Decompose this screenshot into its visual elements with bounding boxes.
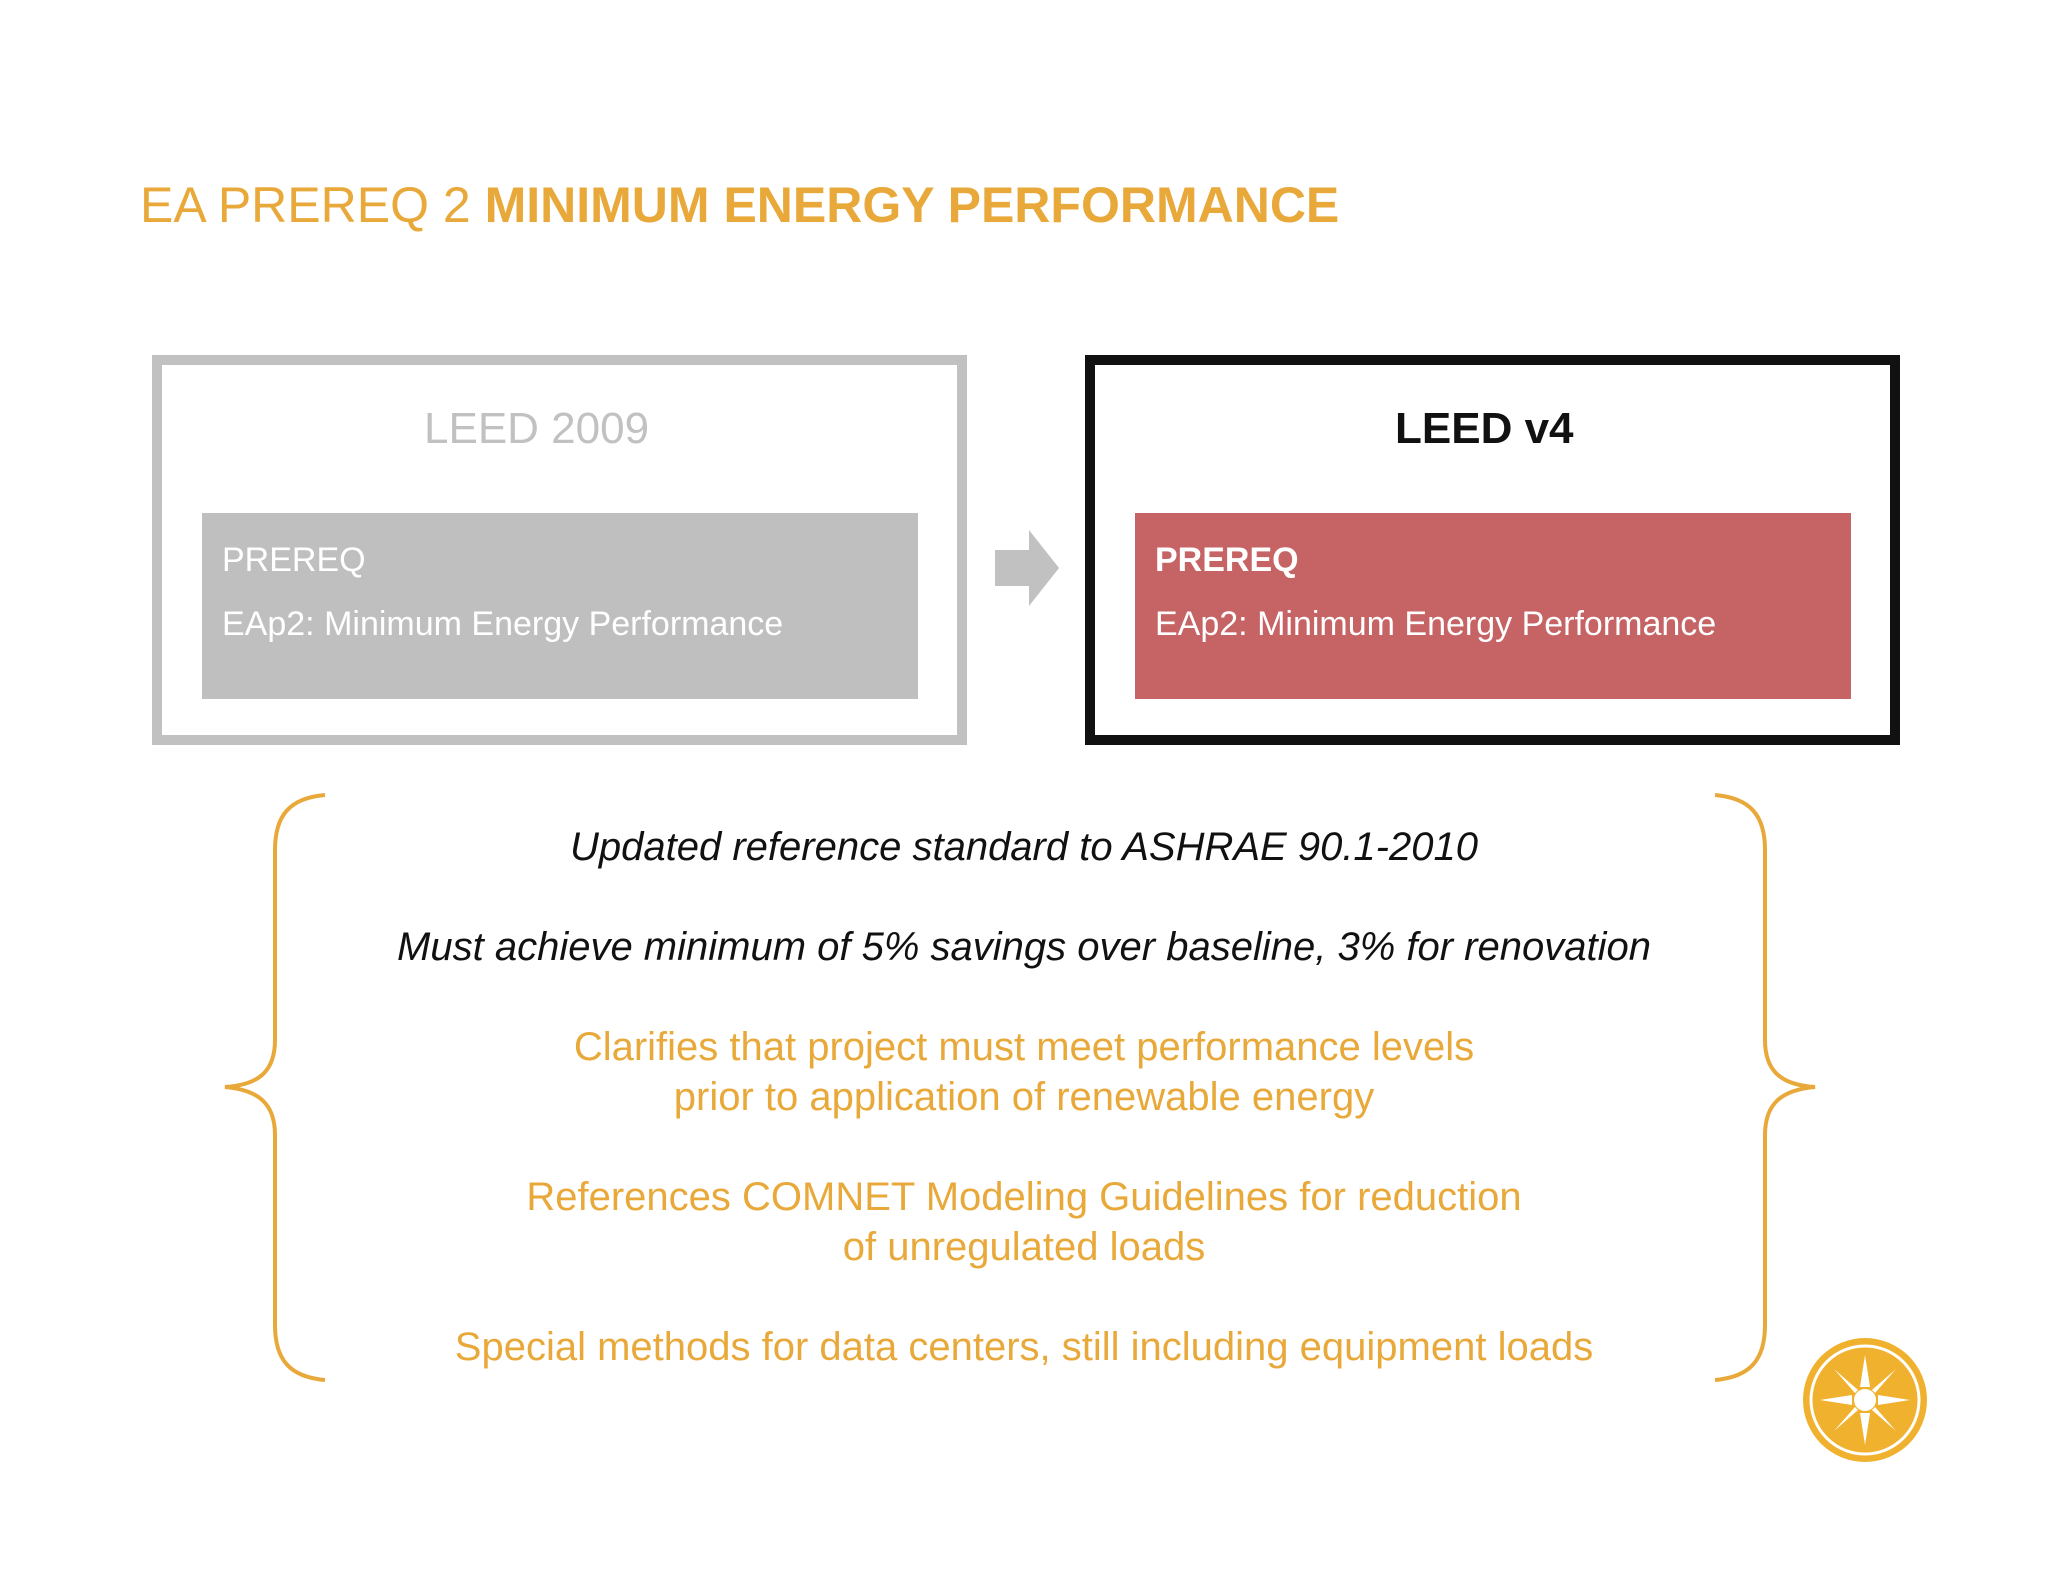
note-line: References COMNET Modeling Guidelines fo… bbox=[526, 1175, 1522, 1219]
note-line: prior to application of renewable energy bbox=[673, 1075, 1375, 1119]
panel-heading-leed-2009: LEED 2009 bbox=[424, 404, 650, 453]
panel-leed-v4: LEED v4 PREREQ EAp2: Minimum Energy Perf… bbox=[1085, 355, 1900, 745]
note-line: Clarifies that project must meet perform… bbox=[573, 1025, 1475, 1069]
note-comnet-guidelines: References COMNET Modeling Guidelines fo… bbox=[0, 1172, 2048, 1272]
note-renewable-energy: Clarifies that project must meet perform… bbox=[0, 1022, 2048, 1122]
page-title: EA PREREQ 2 MINIMUM ENERGY PERFORMANCE bbox=[140, 180, 1339, 230]
note-reference-standard: Updated reference standard to ASHRAE 90.… bbox=[0, 822, 2048, 872]
right-curly-brace-icon bbox=[1714, 793, 1816, 1382]
note-data-centers: Special methods for data centers, still … bbox=[0, 1322, 2048, 1372]
panel-leed-2009: LEED 2009 PREREQ EAp2: Minimum Energy Pe… bbox=[152, 355, 967, 745]
note-line: Special methods for data centers, still … bbox=[454, 1325, 1594, 1369]
card-text-leed-2009: EAp2: Minimum Energy Performance bbox=[222, 605, 784, 643]
card-text-leed-v4: EAp2: Minimum Energy Performance bbox=[1155, 605, 1717, 643]
panel-heading-leed-v4: LEED v4 bbox=[1395, 404, 1574, 453]
card-kicker-leed-2009: PREREQ bbox=[222, 541, 366, 579]
sun-logo-icon bbox=[1803, 1338, 1927, 1462]
title-emphasis: MINIMUM ENERGY PERFORMANCE bbox=[484, 177, 1340, 233]
note-minimum-savings: Must achieve minimum of 5% savings over … bbox=[0, 922, 2048, 972]
title-prefix: EA PREREQ 2 bbox=[140, 177, 471, 233]
card-kicker-leed-v4: PREREQ bbox=[1155, 541, 1299, 579]
note-line: of unregulated loads bbox=[842, 1225, 1206, 1269]
right-arrow-icon bbox=[995, 530, 1059, 606]
left-curly-brace-icon bbox=[224, 793, 326, 1382]
card-leed-2009: PREREQ EAp2: Minimum Energy Performance bbox=[202, 513, 918, 699]
note-line: Must achieve minimum of 5% savings over … bbox=[397, 925, 1651, 969]
card-leed-v4: PREREQ EAp2: Minimum Energy Performance bbox=[1135, 513, 1851, 699]
note-line: Updated reference standard to ASHRAE 90.… bbox=[570, 825, 1478, 869]
